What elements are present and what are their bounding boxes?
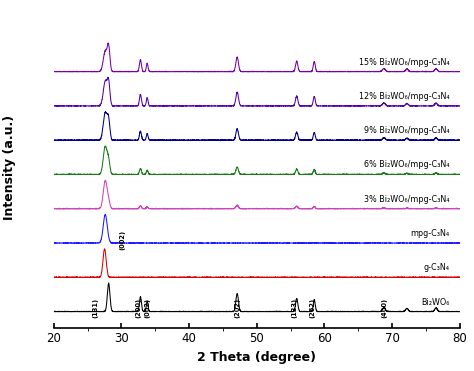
Text: g-C₃N₄: g-C₃N₄	[424, 263, 449, 272]
Text: 12% Bi₂WO₆/mpg-C₃N₄: 12% Bi₂WO₆/mpg-C₃N₄	[359, 92, 449, 101]
Text: 3% Bi₂WO₆/mpg-C₃N₄: 3% Bi₂WO₆/mpg-C₃N₄	[364, 195, 449, 204]
Text: (131): (131)	[93, 298, 99, 318]
Text: 9% Bi₂WO₆/mpg-C₃N₄: 9% Bi₂WO₆/mpg-C₃N₄	[364, 126, 449, 135]
Text: Intensity (a.u.): Intensity (a.u.)	[3, 115, 16, 220]
Text: (400): (400)	[381, 298, 387, 318]
Text: Bi₂WO₆: Bi₂WO₆	[421, 298, 449, 306]
Text: (002): (002)	[120, 230, 126, 250]
Text: (133): (133)	[292, 298, 298, 318]
Text: (262): (262)	[309, 298, 315, 318]
Text: (202): (202)	[234, 298, 240, 318]
Text: mpg-C₃N₄: mpg-C₃N₄	[410, 229, 449, 238]
Text: 6% Bi₂WO₆/mpg-C₃N₄: 6% Bi₂WO₆/mpg-C₃N₄	[364, 160, 449, 170]
Text: (002): (002)	[145, 298, 151, 318]
Text: (200): (200)	[136, 298, 141, 318]
Text: 15% Bi₂WO₆/mpg-C₃N₄: 15% Bi₂WO₆/mpg-C₃N₄	[359, 58, 449, 66]
X-axis label: 2 Theta (degree): 2 Theta (degree)	[197, 351, 316, 364]
